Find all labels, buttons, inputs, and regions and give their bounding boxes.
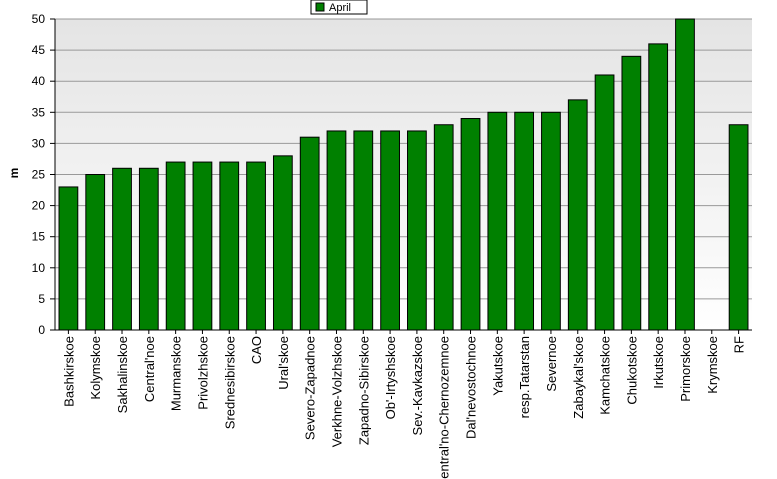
x-tick-label: Srednesibirskoe	[222, 336, 237, 429]
x-tick-label: Central'noe	[142, 336, 157, 402]
y-tick-label: 25	[32, 168, 46, 182]
x-tick-label: Dal'nevostochnoe	[464, 336, 479, 439]
bar	[272, 155, 293, 331]
y-tick-label: 30	[32, 136, 46, 150]
bar	[326, 130, 347, 331]
y-tick-label: 50	[32, 12, 46, 26]
y-tick-label: 45	[32, 43, 46, 57]
legend-label: April	[329, 2, 351, 14]
bar	[567, 99, 588, 331]
bar	[433, 124, 454, 331]
bar	[246, 161, 266, 331]
x-tick-label: Krymskoe	[705, 336, 720, 394]
x-tick-label: Zapadno-Sibirskoe	[356, 336, 371, 445]
x-tick-label: Ural'skoe	[276, 336, 291, 390]
x-tick-label: Ob'-Irtyshskoe	[383, 336, 398, 419]
bar	[85, 174, 106, 331]
y-axis-label: m	[7, 168, 21, 179]
legend-swatch	[315, 2, 325, 12]
x-tick-label: Kolymskoe	[88, 336, 103, 400]
x-tick-label: Severo-Zapadnoe	[303, 336, 318, 440]
bar	[165, 161, 186, 331]
y-tick-label: 15	[32, 230, 46, 244]
x-tick-label: Primorskoe	[678, 336, 693, 402]
y-tick-label: 0	[38, 323, 45, 337]
bar	[541, 111, 561, 331]
bar	[514, 111, 535, 331]
x-tick-label: Bashkirskoe	[61, 336, 76, 407]
bar	[460, 118, 481, 331]
bar	[138, 167, 159, 331]
x-tick-label: Central'no-Chernozemnoe	[437, 336, 452, 479]
x-tick-label: Severnoe	[544, 336, 559, 392]
x-tick-label: Irkutskoe	[651, 336, 666, 389]
bar	[675, 18, 695, 331]
bar	[192, 161, 213, 331]
x-tick-label: Sakhalinskoe	[115, 336, 130, 413]
bar	[353, 130, 374, 331]
bar	[728, 124, 749, 331]
x-tick-label: Zabaykal'skoe	[571, 336, 586, 419]
x-tick-label: RF	[732, 336, 747, 353]
x-tick-label: Sev.-Kavkazskoe	[410, 336, 425, 435]
x-tick-label: CAO	[249, 336, 264, 364]
y-tick-label: 5	[38, 292, 45, 306]
x-tick-label: Murmanskoe	[169, 336, 184, 411]
bar	[380, 130, 400, 331]
x-tick-label: Kamchatskoe	[598, 336, 613, 415]
y-tick-label: 40	[32, 74, 46, 88]
y-tick-label: 20	[32, 199, 46, 213]
y-tick-label: 10	[32, 261, 46, 275]
x-tick-label: resp.Tatarstan	[517, 336, 532, 418]
bar	[407, 130, 427, 331]
bar	[621, 55, 642, 331]
y-tick-label: 35	[32, 105, 46, 119]
bar	[219, 161, 240, 331]
bar	[299, 136, 320, 331]
bar	[58, 186, 79, 331]
x-tick-label: Chukotskoe	[624, 336, 639, 405]
x-tick-label: Yakutskoe	[490, 336, 505, 396]
bar	[487, 111, 508, 331]
bar	[594, 74, 615, 331]
x-tick-label: Privolzhskoe	[195, 336, 210, 410]
bar	[112, 167, 132, 331]
x-tick-label: Verkhne-Volzhskoe	[329, 336, 344, 447]
legend-box	[310, 0, 368, 15]
bar	[648, 43, 669, 331]
